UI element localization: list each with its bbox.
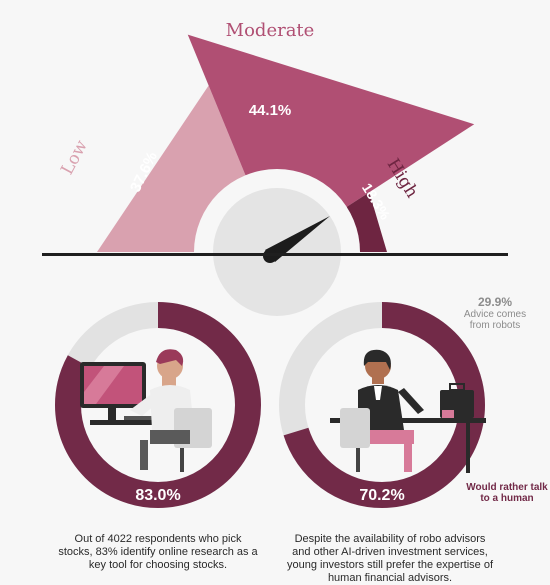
caption-online-research: Out of 4022 respondents who pick stocks,… — [58, 533, 258, 571]
gauge-needle — [265, 216, 330, 262]
donut-human-advisor: 70.2% 29.9% Advice comes from robots Wou… — [279, 295, 548, 508]
gauge-value-moderate: 44.1% — [249, 102, 292, 119]
robots-label: Advice comes from robots — [463, 309, 527, 331]
caption-human-advisor: Despite the availability of robo advisor… — [286, 533, 494, 584]
gauge-label-low: Low — [57, 137, 92, 179]
donut-online-research: 83.0% — [55, 302, 261, 508]
donut-right-value: 70.2% — [359, 487, 404, 504]
donut-left-value: 83.0% — [135, 487, 180, 504]
donut-left-value-arc — [55, 302, 261, 508]
risk-gauge: Moderate Low High 37.6% 44.1% 18.3% — [42, 20, 508, 335]
gauge-segment-moderate — [187, 34, 475, 207]
person-at-computer-illustration — [80, 349, 212, 472]
human-label: Would rather talk to a human — [466, 482, 548, 504]
gauge-label-moderate: Moderate — [226, 20, 315, 41]
advisor-at-desk-illustration — [330, 349, 486, 473]
robots-value: 29.9% — [478, 295, 512, 309]
gauge-baseline — [42, 253, 508, 256]
